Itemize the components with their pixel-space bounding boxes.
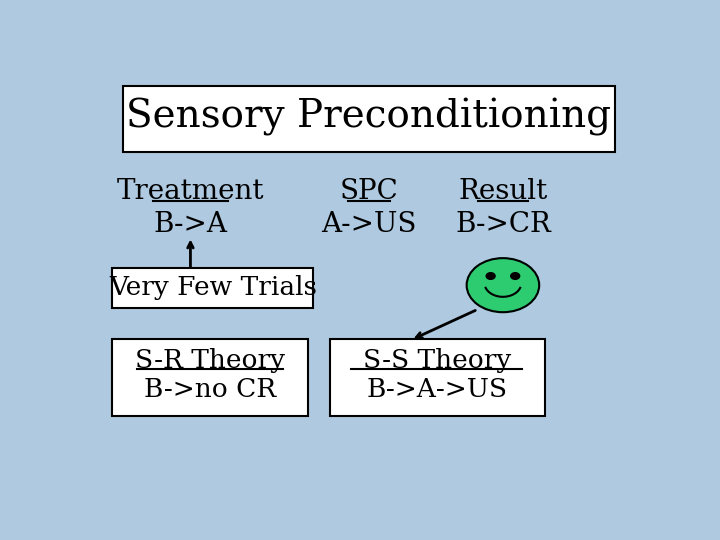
Circle shape [486, 273, 495, 279]
Text: A->US: A->US [321, 211, 417, 238]
Text: B->A->US: B->A->US [366, 376, 508, 402]
FancyBboxPatch shape [124, 85, 615, 152]
Text: Result: Result [459, 178, 547, 205]
FancyBboxPatch shape [112, 268, 313, 308]
Text: S-S Theory: S-S Theory [363, 348, 511, 373]
Text: B->A: B->A [153, 211, 228, 238]
Circle shape [467, 258, 539, 312]
FancyBboxPatch shape [330, 339, 545, 416]
Text: B->CR: B->CR [455, 211, 551, 238]
Text: Treatment: Treatment [117, 178, 264, 205]
Text: S-R Theory: S-R Theory [135, 348, 285, 373]
Circle shape [510, 273, 520, 279]
Text: B->no CR: B->no CR [144, 376, 276, 402]
Text: SPC: SPC [340, 178, 398, 205]
Text: Very Few Trials: Very Few Trials [109, 275, 317, 300]
Text: Sensory Preconditioning: Sensory Preconditioning [127, 98, 611, 136]
FancyBboxPatch shape [112, 339, 307, 416]
